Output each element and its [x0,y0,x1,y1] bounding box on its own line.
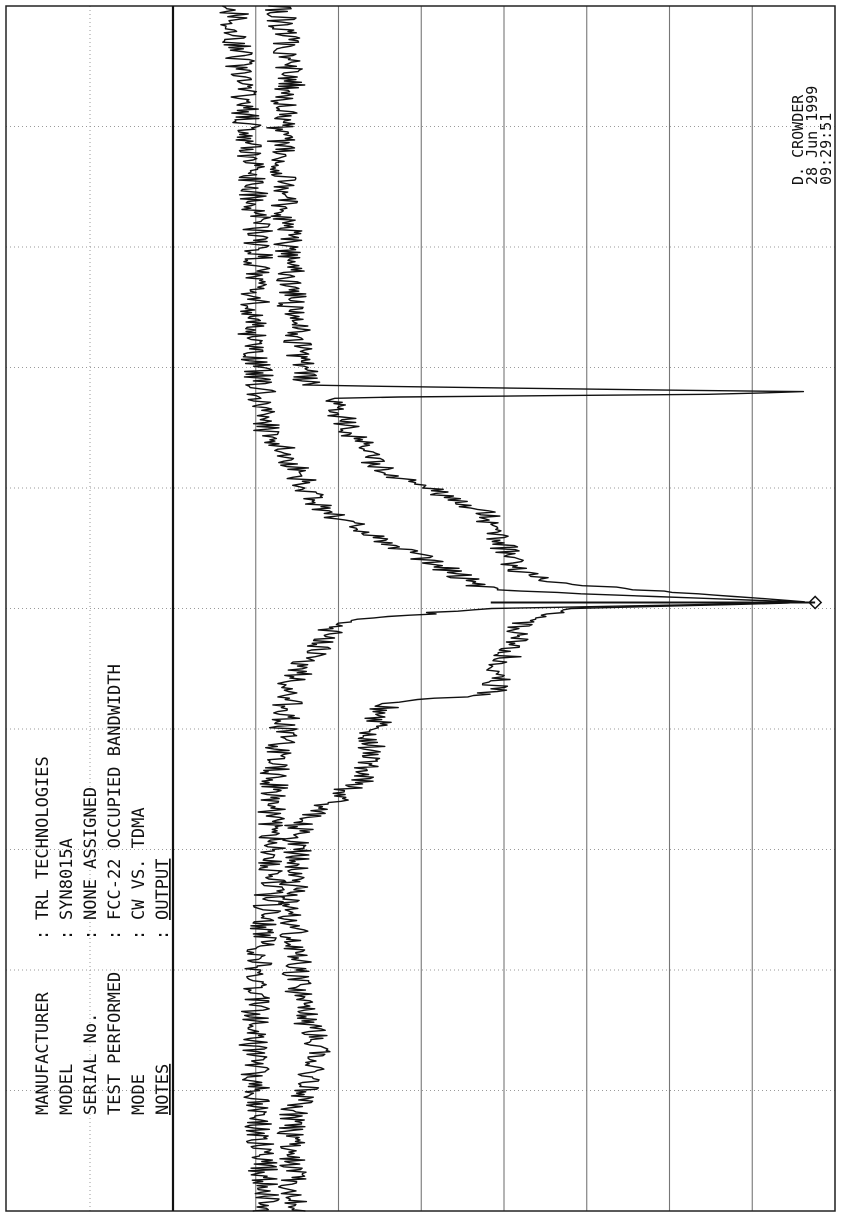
marker-group [490,595,823,610]
test-date: 28 Jun 1999 [803,86,821,185]
test-performed-value: FCC-22 OCCUPIED BANDWIDTH [105,664,125,920]
header-colon: : [33,930,53,940]
series-1-trace [265,5,806,1212]
header-colon: : [105,930,125,940]
header-colon: : [81,930,101,940]
plot-grid [6,5,836,1212]
serial-value: NONE ASSIGNED [81,787,101,920]
model-label: MODEL [57,1064,77,1115]
header-row-6: NOTES : OUTPUT [153,859,173,1115]
manufacturer-label: MANUFACTURER [33,991,53,1115]
mode-label: MODE [129,1074,149,1115]
notes-label: NOTES [153,1064,173,1115]
series-2-trace [219,5,800,1212]
manufacturer-value: TRL TECHNOLOGIES [33,756,53,920]
header-row-2: MODEL : SYN8015A [57,838,77,1115]
test-info-block: MANUFACTURER : TRL TECHNOLOGIES MODEL : … [33,664,173,1115]
timestamp-block: D. CROWDER 28 Jun 1999 [789,86,821,185]
test-performed-label: TEST PERFORMED [105,972,125,1115]
trace-group [219,5,806,1212]
model-value: SYN8015A [57,838,77,920]
mode-value: CW VS. TDMA [129,807,149,920]
header-row-3: SERIAL No. : NONE ASSIGNED [81,787,101,1115]
header-row-4: TEST PERFORMED : FCC-22 OCCUPIED BANDWID… [105,664,125,1115]
serial-label: SERIAL No. [81,1013,101,1115]
operator-name: D. CROWDER [789,94,807,185]
header-colon: : [57,930,77,940]
header-row-5: MODE : CW VS. TDMA [129,807,149,1115]
plot-frame [5,5,836,1212]
header-colon: : [129,930,149,940]
header-colon: : [153,930,173,940]
peak-marker [808,595,823,610]
notes-value: OUTPUT [153,859,173,920]
header-row-1: MANUFACTURER : TRL TECHNOLOGIES [33,756,53,1115]
